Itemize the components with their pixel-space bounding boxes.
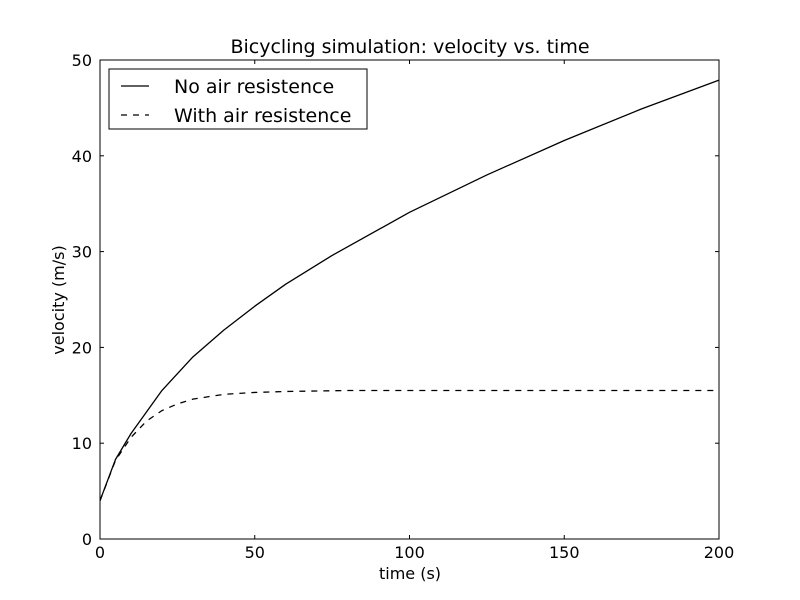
legend: No air resistence With air resistence bbox=[108, 68, 368, 130]
x-tick-label: 0 bbox=[95, 543, 105, 562]
series-line-no-air-resistence bbox=[99, 79, 720, 501]
legend-label-no-air-resistence: No air resistence bbox=[174, 76, 334, 98]
y-tick-label: 0 bbox=[82, 530, 92, 549]
y-tick-label: 40 bbox=[72, 147, 92, 166]
y-axis-label: velocity (m/s) bbox=[49, 245, 68, 354]
chart-title: Bicycling simulation: velocity vs. time bbox=[230, 36, 589, 58]
x-tick-label: 50 bbox=[245, 543, 265, 562]
legend-label-with-air-resistence: With air resistence bbox=[174, 105, 351, 127]
y-tick-label: 10 bbox=[72, 434, 92, 453]
y-tick-label: 20 bbox=[72, 338, 92, 357]
series-line-with-air-resistence bbox=[99, 389, 719, 501]
x-tick-label: 100 bbox=[394, 543, 425, 562]
x-axis-label: time (s) bbox=[379, 564, 441, 583]
tick-marks bbox=[99, 59, 720, 540]
series-lines bbox=[99, 79, 720, 501]
y-tick-label: 30 bbox=[72, 243, 92, 262]
plot-area-frame bbox=[99, 59, 720, 540]
x-tick-label: 150 bbox=[549, 543, 580, 562]
legend-frame bbox=[108, 68, 368, 130]
tick-labels: 0 50 100 150 200 0 10 20 30 40 50 bbox=[72, 51, 735, 562]
y-tick-label: 50 bbox=[72, 51, 92, 70]
x-tick-label: 200 bbox=[704, 543, 735, 562]
